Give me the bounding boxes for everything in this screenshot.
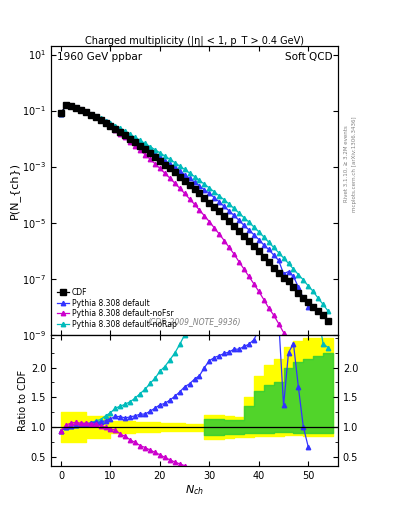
Y-axis label: Ratio to CDF: Ratio to CDF	[18, 370, 28, 431]
Text: mcplots.cern.ch [arXiv:1306.3436]: mcplots.cern.ch [arXiv:1306.3436]	[352, 116, 357, 211]
X-axis label: $N_{ch}$: $N_{ch}$	[185, 483, 204, 497]
Y-axis label: P(N_{ch}): P(N_{ch})	[9, 162, 20, 219]
Text: 1960 GeV ppbar: 1960 GeV ppbar	[57, 52, 142, 62]
Text: Soft QCD: Soft QCD	[285, 52, 332, 62]
Title: Charged multiplicity (|η| < 1, p_T > 0.4 GeV): Charged multiplicity (|η| < 1, p_T > 0.4…	[85, 35, 304, 46]
Text: (CDF_2009_NOTE_9936): (CDF_2009_NOTE_9936)	[148, 317, 241, 326]
Legend: CDF, Pythia 8.308 default, Pythia 8.308 default-noFsr, Pythia 8.308 default-noRa: CDF, Pythia 8.308 default, Pythia 8.308 …	[55, 286, 179, 331]
Text: Rivet 3.1.10, ≥ 3.2M events: Rivet 3.1.10, ≥ 3.2M events	[344, 125, 349, 202]
